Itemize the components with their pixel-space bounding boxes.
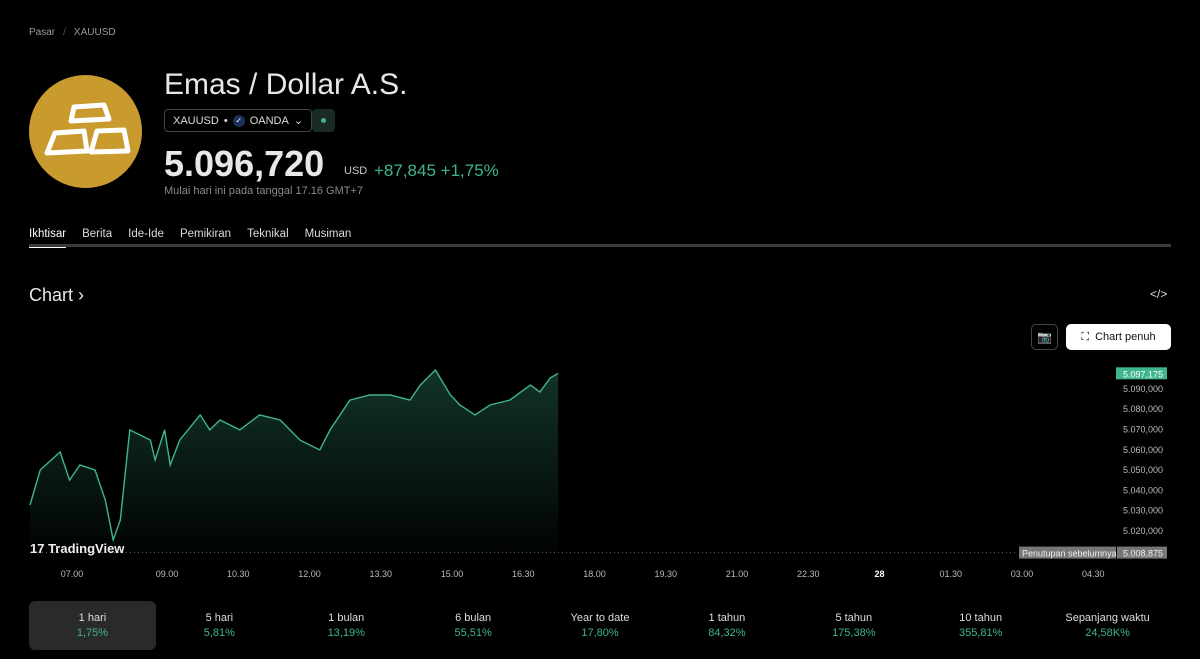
period-10-tahun[interactable]: 10 tahun 355,81% <box>917 601 1044 650</box>
fullscreen-chart-button[interactable]: ⛶ Chart penuh <box>1066 324 1171 350</box>
fullscreen-icon: ⛶ <box>1081 330 1090 343</box>
period-change: 5,81% <box>203 627 235 639</box>
tabs: Ikhtisar Berita Ide-Ide Pemikiran Teknikal Mu… <box>29 228 351 248</box>
period-label: 5 hari <box>205 612 234 624</box>
period-label: 5 tahun <box>835 612 873 624</box>
tab-pemikiran[interactable]: Pemikiran <box>179 228 232 240</box>
x-tick-label: 09.00 <box>156 569 179 579</box>
x-tick-label: 01.30 <box>939 569 962 579</box>
y-tick-label: 5.090,000 <box>1123 384 1163 394</box>
period-1-hari[interactable]: 1 hari 1,75% <box>29 601 156 650</box>
price-change: +87,845 +1,75% <box>374 161 499 180</box>
price-line <box>29 368 559 543</box>
price-area <box>30 370 559 553</box>
period-label: 6 bulan <box>455 612 492 624</box>
prev-close-value: 5.008,875 <box>1123 549 1163 559</box>
currency: USD <box>344 165 368 177</box>
y-tick-label: 5.070,000 <box>1123 425 1163 435</box>
chevron-down-icon: ⌄ <box>293 115 304 127</box>
tab-ide-ide[interactable]: Ide-Ide <box>128 228 164 240</box>
x-tick-label: 18.00 <box>583 569 606 579</box>
last-price-label: 5.097,175 <box>1123 369 1163 379</box>
y-tick-label: 5.050,000 <box>1123 465 1163 475</box>
breadcrumb-current: XAUUSD <box>73 27 116 38</box>
x-tick-label: 04.30 <box>1082 569 1105 579</box>
x-tick-label: 19.30 <box>654 569 677 579</box>
period-label: Year to date <box>570 612 630 624</box>
period-change: 17,80% <box>581 627 619 639</box>
period-5-hari[interactable]: 5 hari 5,81% <box>156 601 283 650</box>
symbol: XAUUSD <box>173 114 219 127</box>
prev-close-label: Penutupan sebelumnya <box>1022 549 1117 559</box>
y-tick-label: 5.060,000 <box>1123 445 1163 455</box>
period-year-to-date[interactable]: Year to date 17,80% <box>537 601 664 650</box>
exchange: OANDA <box>249 114 289 127</box>
period-change: 175,38% <box>832 627 876 639</box>
period-5-tahun[interactable]: 5 tahun 175,38% <box>790 601 917 650</box>
tab-musiman[interactable]: Musiman <box>304 228 352 240</box>
x-tick-label: 13.30 <box>369 569 392 579</box>
camera-icon: 📷 <box>1037 330 1052 344</box>
oanda-icon: ✓ <box>232 114 245 127</box>
period-change: 24,58K% <box>1085 627 1130 639</box>
price-chart[interactable]: 5.090,000 5.080,000 5.070,000 5.060,000 5.05… <box>0 360 1200 585</box>
y-tick-label: 5.020,000 <box>1123 526 1163 536</box>
screenshot-button[interactable]: 📷 <box>1031 324 1058 350</box>
tradingview-logo: 17 TradingView <box>30 541 125 556</box>
embed-code-icon[interactable]: </> <box>1150 287 1168 301</box>
y-tick-label: 5.080,000 <box>1123 404 1163 414</box>
period-label: 1 tahun <box>708 612 746 624</box>
prev-close-badge <box>1117 546 1167 559</box>
x-tick-label: 15.00 <box>441 569 464 579</box>
chart-link[interactable]: Chart › <box>29 285 85 305</box>
x-tick-label: 07.00 <box>61 569 84 579</box>
x-tick-label: 12.00 <box>298 569 321 579</box>
tab-teknikal[interactable]: Teknikal <box>247 228 289 240</box>
breadcrumb: Pasar / XAUUSD <box>29 27 116 38</box>
period-change: 55,51% <box>454 627 492 639</box>
symbol-selector[interactable]: XAUUSD • ✓ OANDA ⌄ <box>164 109 313 132</box>
status-dot-icon <box>321 118 326 123</box>
y-tick-label: 5.040,000 <box>1123 485 1163 495</box>
x-tick-label: 10.30 <box>227 569 250 579</box>
period-sepanjang-waktu[interactable]: Sepanjang waktu 24,58K% <box>1044 601 1171 650</box>
tab-ikhtisar[interactable]: Ikhtisar <box>29 228 67 248</box>
market-status-button[interactable] <box>312 109 335 132</box>
period-1-tahun[interactable]: 1 tahun 84,32% <box>663 601 790 650</box>
price: 5.096,720 <box>164 143 325 184</box>
page-title: Emas / Dollar A.S. <box>164 68 408 101</box>
period-selector: 1 hari 1,75% 5 hari 5,81% 1 bulan 13,19% 6 bul… <box>29 601 1171 650</box>
price-timestamp: Mulai hari ini pada tanggal 17.16 GMT+7 <box>164 185 364 197</box>
x-tick-label: 03.00 <box>1011 569 1034 579</box>
period-label: 1 bulan <box>328 612 365 624</box>
y-tick-label: 5.030,000 <box>1123 506 1163 516</box>
period-change: 1,75% <box>76 627 109 639</box>
period-label: 1 hari <box>78 612 107 624</box>
x-tick-label: 22.30 <box>797 569 820 579</box>
gold-bars-logo <box>29 75 142 188</box>
prev-close-tag <box>1019 546 1116 559</box>
period-change: 84,32% <box>708 627 746 639</box>
last-price-badge <box>1116 367 1167 380</box>
x-tick-label: 21.00 <box>726 569 749 579</box>
period-6-bulan[interactable]: 6 bulan 55,51% <box>410 601 537 650</box>
period-label: Sepanjang waktu <box>1065 612 1150 624</box>
breadcrumb-root[interactable]: Pasar <box>29 27 56 38</box>
x-tick-label: 28 <box>874 569 884 579</box>
period-label: 10 tahun <box>959 612 1003 624</box>
tab-divider <box>29 244 1171 247</box>
period-1-bulan[interactable]: 1 bulan 13,19% <box>283 601 410 650</box>
tab-berita[interactable]: Berita <box>82 228 113 240</box>
x-tick-label: 16.30 <box>512 569 535 579</box>
period-change: 355,81% <box>958 627 1003 639</box>
period-change: 13,19% <box>327 627 365 639</box>
